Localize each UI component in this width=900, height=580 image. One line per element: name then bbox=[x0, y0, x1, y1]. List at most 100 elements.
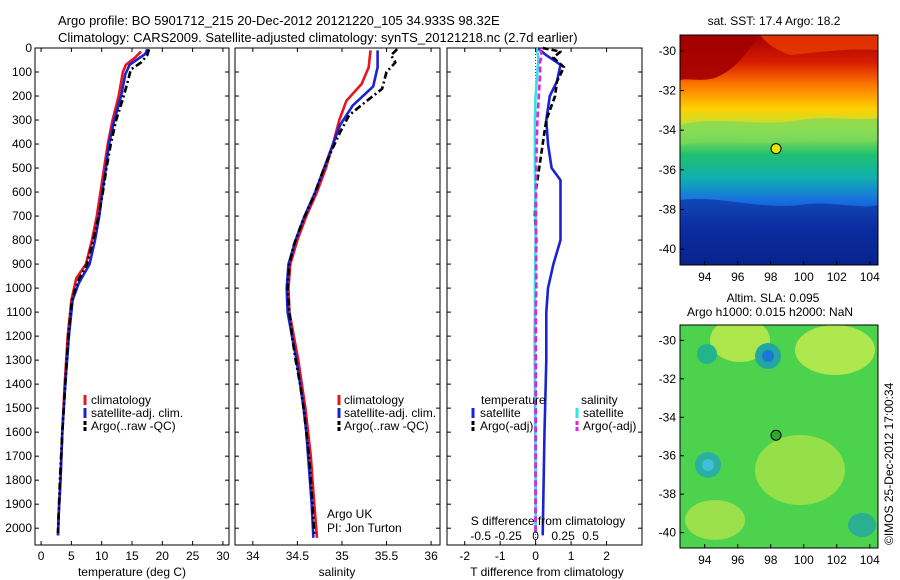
sst-front bbox=[680, 118, 878, 145]
x-tick-label: 34 bbox=[246, 549, 260, 563]
series-line-climatology bbox=[287, 50, 372, 538]
x-tick-label: -1 bbox=[495, 549, 506, 563]
imos-stamp: ©IMOS 25-Dec-2012 17:00:34 bbox=[882, 382, 896, 545]
sst-map-title: sat. SST: 17.4 Argo: 18.2 bbox=[708, 14, 841, 28]
y-tick-label: 1300 bbox=[5, 353, 32, 367]
difference-xlabel-top: S difference from climatology bbox=[471, 514, 626, 528]
sla-cold-eddy-core bbox=[702, 459, 714, 471]
y-tick-label: 400 bbox=[12, 137, 32, 151]
y-tick-label: 1800 bbox=[5, 473, 32, 487]
y-tick-label: 200 bbox=[12, 89, 32, 103]
annotation-pi: PI: Jon Turton bbox=[327, 521, 402, 535]
map-y-tick-label: -40 bbox=[659, 242, 677, 256]
y-tick-label: 1200 bbox=[5, 329, 32, 343]
map-x-tick-label: 102 bbox=[827, 270, 847, 284]
sst-warm-core bbox=[680, 35, 760, 80]
legend-label-satellite: satellite-adj. clim. bbox=[344, 406, 436, 420]
sst-map-panel: sat. SST: 17.4 Argo: 18.2 94 96 98 100 102 10… bbox=[659, 14, 880, 284]
sla-map-subtitle: Argo h1000: 0.015 h2000: NaN bbox=[687, 305, 853, 319]
map-y-tick-label: -30 bbox=[659, 44, 677, 58]
x-tick-label: 34.5 bbox=[286, 549, 310, 563]
map-x-tick-label: 100 bbox=[794, 553, 814, 567]
x-tick-label: 35 bbox=[335, 549, 349, 563]
y-tick-label: 500 bbox=[12, 161, 32, 175]
map-x-tick-label: 94 bbox=[698, 270, 712, 284]
legend-label-climatology: climatology bbox=[344, 393, 404, 407]
y-tick-label: 2000 bbox=[5, 521, 32, 535]
temperature-panel: 0 5 10 15 20 25 30 0 100 200 300 400 500 600 700 800 90… bbox=[5, 41, 230, 579]
x-tick-label: 0 bbox=[532, 549, 539, 563]
y-tick-label: 700 bbox=[12, 209, 32, 223]
map-x-tick-label: 104 bbox=[860, 553, 880, 567]
legend-label-t-argo: Argo(-adj) bbox=[480, 419, 533, 433]
y-tick-label: 100 bbox=[12, 65, 32, 79]
sst-cold-tongue bbox=[680, 198, 878, 265]
annotation-argo-uk: Argo UK bbox=[327, 507, 372, 521]
series-line-argo-raw-qc- bbox=[56, 48, 151, 534]
x-tick-label: 10 bbox=[95, 549, 109, 563]
y-tick-label: 1700 bbox=[5, 449, 32, 463]
y-tick-label: 1900 bbox=[5, 497, 32, 511]
sla-yellow-patch bbox=[755, 435, 845, 505]
sst-warm-tongue bbox=[760, 35, 878, 55]
y-tick-label: 300 bbox=[12, 113, 32, 127]
x-tick-label: 35.5 bbox=[375, 549, 399, 563]
series-line-salinity-argo-adj- bbox=[534, 48, 544, 533]
x-tick-label: 15 bbox=[125, 549, 139, 563]
top-tick-label: 0.5 bbox=[582, 529, 599, 543]
map-x-tick-label: 104 bbox=[860, 270, 880, 284]
legend-label-s-argo: Argo(-adj) bbox=[583, 419, 636, 433]
map-y-tick-label: -36 bbox=[659, 163, 677, 177]
map-x-tick-label: 102 bbox=[827, 553, 847, 567]
map-y-tick-label: -30 bbox=[659, 333, 677, 347]
difference-legend: temperature salinity satellite Argo(-adj… bbox=[471, 393, 636, 433]
y-tick-label: 800 bbox=[12, 233, 32, 247]
series-line-argo-raw-qc- bbox=[286, 48, 399, 536]
sla-cold-eddy bbox=[697, 344, 717, 364]
map-x-tick-label: 96 bbox=[731, 270, 745, 284]
top-tick-label: -0.5 bbox=[470, 529, 491, 543]
sla-map-panel: Altim. SLA: 0.095 Argo h1000: 0.015 h200… bbox=[659, 291, 880, 567]
x-tick-label: 5 bbox=[68, 549, 75, 563]
map-x-tick-label: 98 bbox=[764, 553, 778, 567]
y-tick-label: 0 bbox=[25, 41, 32, 55]
map-y-tick-label: -34 bbox=[659, 410, 677, 424]
x-tick-label: 25 bbox=[186, 549, 200, 563]
top-tick-label: -0.25 bbox=[494, 529, 522, 543]
difference-xlabel: T difference from climatology bbox=[470, 565, 624, 579]
title-line-2: Climatology: CARS2009. Satellite-adjuste… bbox=[58, 30, 578, 45]
x-tick-label: 1 bbox=[568, 549, 575, 563]
legend-label-argo: Argo(..raw -QC) bbox=[344, 419, 429, 433]
sla-map-title: Altim. SLA: 0.095 bbox=[727, 291, 820, 305]
legend-label-s-satellite: satellite bbox=[583, 406, 624, 420]
salinity-xlabel: salinity bbox=[319, 565, 356, 579]
legend-label-t-satellite: satellite bbox=[480, 406, 521, 420]
legend-header-temperature: temperature bbox=[481, 393, 546, 407]
temperature-xlabel: temperature (deg C) bbox=[78, 565, 186, 579]
y-tick-label: 1100 bbox=[6, 305, 32, 319]
map-x-tick-label: 100 bbox=[794, 270, 814, 284]
legend-label-satellite: satellite-adj. clim. bbox=[91, 406, 183, 420]
x-tick-label: 2 bbox=[603, 549, 610, 563]
top-tick-label: 0.25 bbox=[551, 529, 575, 543]
sla-cold-eddy-core bbox=[762, 350, 774, 362]
map-y-tick-label: -38 bbox=[659, 487, 677, 501]
y-tick-label: 1500 bbox=[5, 401, 32, 415]
map-x-tick-label: 98 bbox=[764, 270, 778, 284]
legend-label-argo: Argo(..raw -QC) bbox=[91, 419, 176, 433]
x-tick-label: 0 bbox=[38, 549, 45, 563]
legend-label-climatology: climatology bbox=[91, 393, 151, 407]
x-tick-label: 20 bbox=[156, 549, 170, 563]
legend-header-salinity: salinity bbox=[581, 393, 618, 407]
map-x-tick-label: 94 bbox=[698, 553, 712, 567]
y-tick-label: 600 bbox=[12, 185, 32, 199]
map-y-tick-label: -32 bbox=[659, 372, 677, 386]
y-tick-label: 900 bbox=[12, 257, 32, 271]
sla-yellow-patch bbox=[685, 500, 745, 540]
map-y-tick-label: -36 bbox=[659, 449, 677, 463]
salinity-legend: climatology satellite-adj. clim. Argo(..… bbox=[337, 393, 436, 433]
map-y-tick-label: -32 bbox=[659, 84, 677, 98]
x-tick-label: 36 bbox=[424, 549, 438, 563]
x-tick-label: 30 bbox=[216, 549, 230, 563]
